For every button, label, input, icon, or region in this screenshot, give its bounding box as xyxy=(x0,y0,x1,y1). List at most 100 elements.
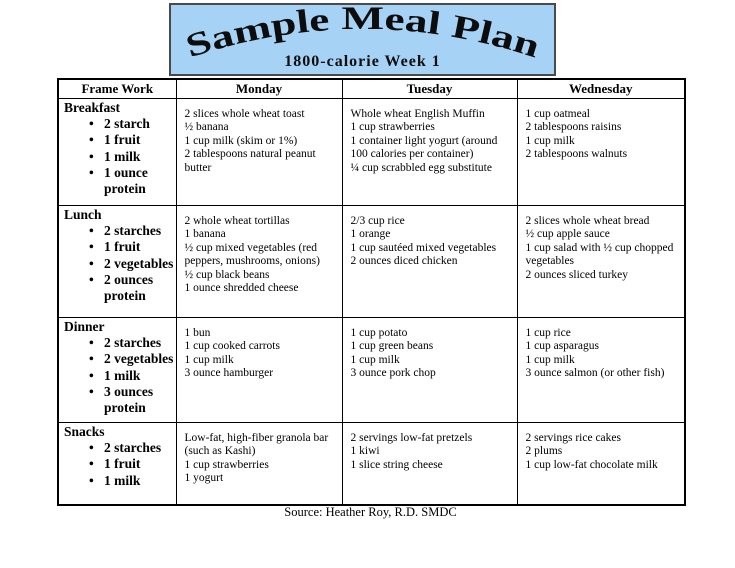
text-line: Whole wheat English Muffin xyxy=(350,108,485,120)
text-line: 1 fruit xyxy=(87,132,174,148)
breakfast-framework-list: 2 starch1 fruit1 milk1 ounce protein xyxy=(64,116,174,197)
text-line: 2 tablespoons walnuts xyxy=(525,148,628,161)
source-attribution: Source: Heather Roy, R.D. SMDC xyxy=(284,505,457,519)
text-line: ½ cup mixed vegetables (red peppers, mus… xyxy=(184,241,320,268)
text-line: 2 tablespoons natural peanut butter xyxy=(184,148,316,174)
text-line: 1 cup milk xyxy=(184,353,234,366)
header-wednesday: Wednesday xyxy=(516,78,686,99)
text-line: 2 ounces diced chicken xyxy=(350,255,458,268)
text-line: 2 starch xyxy=(87,116,174,132)
text-line: 1 cup rice xyxy=(525,327,571,339)
lunch-tuesday-cell: 2/3 cup rice 1 orange 1 cup sautéed mixed … xyxy=(341,205,518,318)
snacks-framework-list: 2 starches1 fruit1 milk xyxy=(64,440,174,489)
text-line: 1 milk xyxy=(87,149,174,165)
text-line: 2 slices whole wheat bread xyxy=(525,215,650,227)
meal-name-breakfast: Breakfast xyxy=(64,100,120,115)
text-line: 1 cup strawberries xyxy=(350,121,435,134)
text-line: 1 cup green beans xyxy=(350,340,434,353)
text-line: 1 bun xyxy=(184,327,211,339)
text-line: 2 servings low-fat pretzels xyxy=(350,432,473,444)
dinner-wednesday-cell: 1 cup rice 1 cup asparagus 1 cup milk 3 oun… xyxy=(516,317,686,423)
text-line: 1 cup low-fat chocolate milk xyxy=(525,458,658,471)
text-line: Low-fat, high-fiber granola bar (such as… xyxy=(184,432,329,458)
header-monday: Monday xyxy=(175,78,343,99)
text-line: 3 ounce pork chop xyxy=(350,367,436,380)
text-line: 1 banana xyxy=(184,228,226,241)
text-line: ½ cup apple sauce xyxy=(525,228,610,241)
snacks-wednesday-cell: 2 servings rice cakes 2 plums 1 cup low-fa… xyxy=(516,422,686,505)
text-line: 2 servings rice cakes xyxy=(525,432,621,444)
snacks-framework-cell: Snacks 2 starches1 fruit1 milk xyxy=(57,422,177,505)
text-line: 2 starches xyxy=(87,440,174,456)
text-line: ¼ cup scrabbled egg substitute xyxy=(350,161,492,174)
text-line: 2 vegetables xyxy=(87,256,174,272)
text-line: 2 ounces protein xyxy=(87,272,174,304)
text-line: 2 plums xyxy=(525,445,563,458)
text-line: 1 kiwi xyxy=(350,445,380,458)
table-row-breakfast: Breakfast 2 starch1 fruit1 milk1 ounce p… xyxy=(57,98,686,206)
dinner-tuesday-cell: 1 cup potato 1 cup green beans 1 cup milk 3… xyxy=(341,317,518,423)
text-line: 3 ounce salmon (or other fish) xyxy=(525,367,665,380)
text-line: 2 slices whole wheat toast xyxy=(184,108,305,120)
text-line: 1 cup salad with ½ cup chopped vegetable… xyxy=(525,241,674,268)
text-line: 1 fruit xyxy=(87,239,174,255)
text-line: 1 container light yogurt (around 100 cal… xyxy=(350,134,498,161)
text-line: 1 cup milk xyxy=(525,134,575,147)
lunch-monday-cell: 2 whole wheat tortillas 1 banana ½ cup mix… xyxy=(175,205,343,318)
meal-plan-table: Frame Work Monday Tuesday Wednesday Brea… xyxy=(57,78,686,506)
text-line: 1 ounce protein xyxy=(87,165,174,197)
text-line: 2 starches xyxy=(87,223,174,239)
page-subtitle: 1800-calorie Week 1 xyxy=(284,53,441,70)
text-line: ½ banana xyxy=(184,121,229,134)
text-line: 1 milk xyxy=(87,473,174,489)
snacks-monday-cell: Low-fat, high-fiber granola bar (such as… xyxy=(175,422,343,505)
header-row: Frame Work Monday Tuesday Wednesday xyxy=(57,78,686,99)
title-banner: Sample Meal Plan 1800-calorie Week 1 xyxy=(169,1,556,76)
text-line: 2 vegetables xyxy=(87,351,174,367)
text-line: 3 ounce hamburger xyxy=(184,367,274,380)
meal-name-dinner: Dinner xyxy=(64,319,105,334)
text-line: 1 cup milk (skim or 1%) xyxy=(184,134,298,147)
text-line: 1 cup milk xyxy=(350,353,400,366)
text-line: 1 slice string cheese xyxy=(350,458,443,471)
text-line: 2 ounces sliced turkey xyxy=(525,268,629,281)
breakfast-monday-cell: 2 slices whole wheat toast ½ banana 1 cup … xyxy=(175,98,343,206)
text-line: 2 whole wheat tortillas xyxy=(184,215,290,227)
text-line: ½ cup black beans xyxy=(184,268,270,281)
arched-title: Sample Meal Plan xyxy=(182,1,544,65)
text-line: 1 cup asparagus xyxy=(525,340,599,353)
text-line: 1 cup milk xyxy=(525,353,575,366)
text-line: 2/3 cup rice xyxy=(350,215,405,227)
breakfast-wednesday-cell: 1 cup oatmeal 2 tablespoons raisins 1 cup … xyxy=(516,98,686,206)
lunch-wednesday-cell: 2 slices whole wheat bread ½ cup apple sa… xyxy=(516,205,686,318)
text-line: 1 cup potato xyxy=(350,327,408,339)
header-frame-work: Frame Work xyxy=(57,78,177,99)
text-line: 1 cup oatmeal xyxy=(525,108,591,120)
text-line: 3 ounces protein xyxy=(87,384,174,416)
meal-name-snacks: Snacks xyxy=(64,424,105,439)
snacks-tuesday-cell: 2 servings low-fat pretzels 1 kiwi 1 slice… xyxy=(341,422,518,505)
text-line: 1 cup cooked carrots xyxy=(184,340,280,353)
text-line: 1 yogurt xyxy=(184,472,224,485)
text-line: 2 tablespoons raisins xyxy=(525,121,622,134)
header-tuesday: Tuesday xyxy=(341,78,518,99)
text-line: 1 fruit xyxy=(87,456,174,472)
table-row-snacks: Snacks 2 starches1 fruit1 milk Low-fat, … xyxy=(57,422,686,505)
text-line: 1 orange xyxy=(350,228,391,241)
text-line: 1 ounce shredded cheese xyxy=(184,282,299,295)
dinner-monday-cell: 1 bun 1 cup cooked carrots 1 cup milk 3 oun… xyxy=(175,317,343,423)
text-line: 1 cup strawberries xyxy=(184,458,269,471)
text-line: 2 starches xyxy=(87,335,174,351)
breakfast-tuesday-cell: Whole wheat English Muffin 1 cup strawber… xyxy=(341,98,518,206)
breakfast-framework-cell: Breakfast 2 starch1 fruit1 milk1 ounce p… xyxy=(57,98,177,206)
meal-name-lunch: Lunch xyxy=(64,207,102,222)
text-line: 1 milk xyxy=(87,368,174,384)
text-line: 1 cup sautéed mixed vegetables xyxy=(350,241,497,254)
